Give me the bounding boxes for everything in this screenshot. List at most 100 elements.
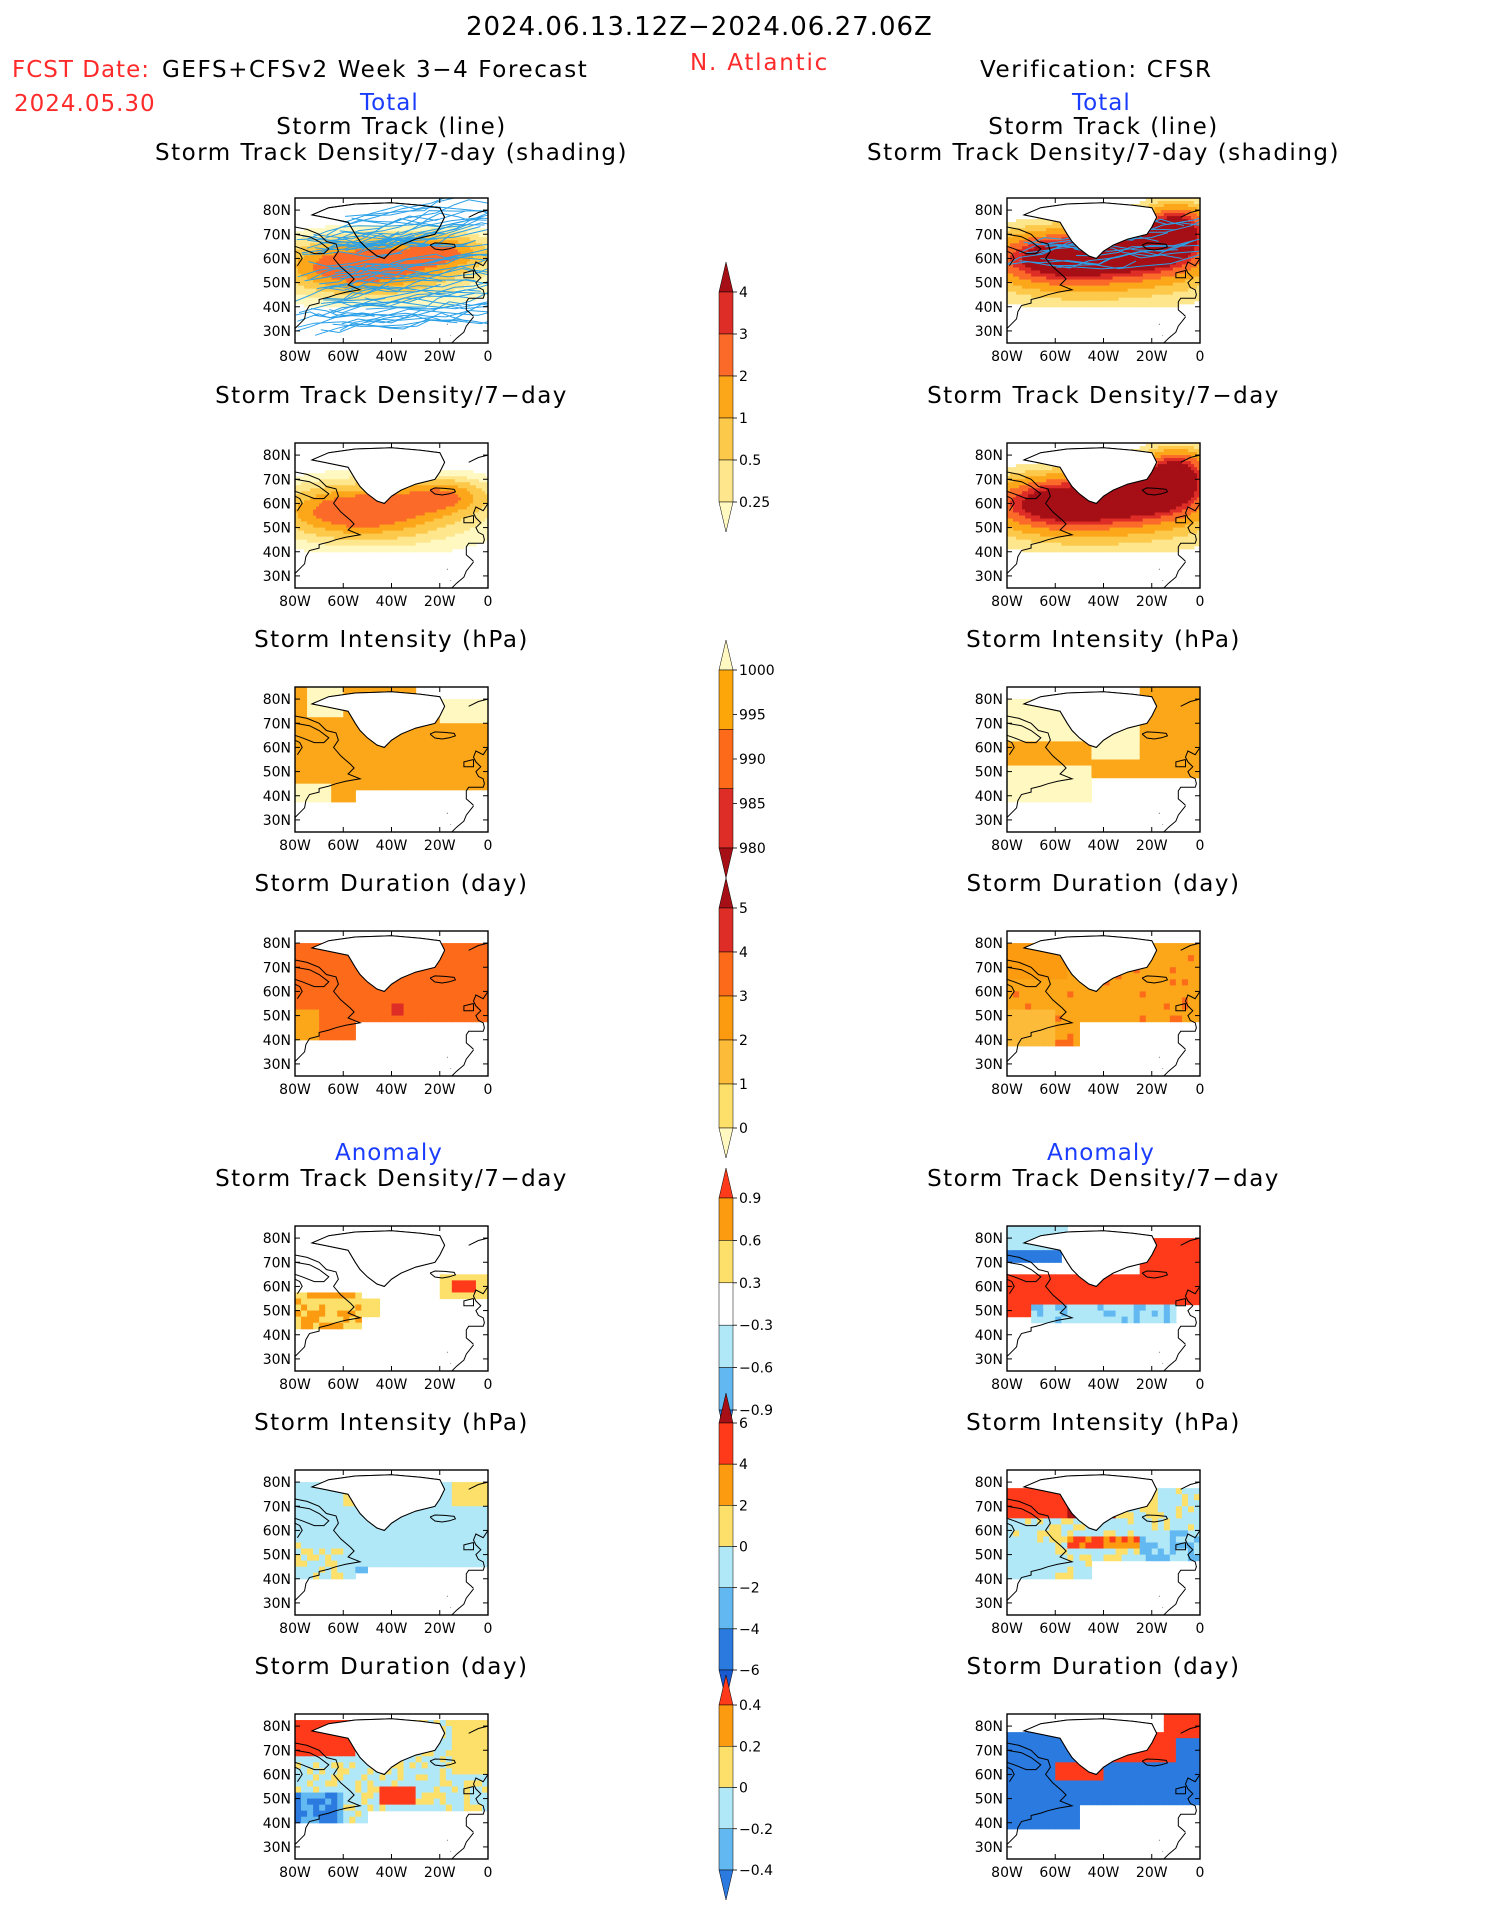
colorbar-segment xyxy=(718,1083,734,1129)
storm-track-line xyxy=(343,278,476,301)
lat-tick-label: 80N xyxy=(263,1231,291,1247)
colorbar-segment xyxy=(718,1422,734,1465)
coastline xyxy=(295,983,303,999)
lat-tick-label: 40N xyxy=(975,1033,1003,1049)
lat-tick-label: 80N xyxy=(263,936,291,952)
lat-tick-label: 80N xyxy=(263,1475,291,1491)
coastline xyxy=(451,561,474,588)
colorbar-tick-label: 2 xyxy=(739,1498,748,1514)
coastline xyxy=(1007,495,1015,511)
coastline xyxy=(1163,316,1186,343)
storm-track-line xyxy=(310,308,377,317)
coastline xyxy=(1007,226,1074,329)
coastline xyxy=(1141,731,1169,740)
coastline xyxy=(1007,478,1042,500)
coastline xyxy=(1177,1530,1200,1589)
storm-track-line xyxy=(1056,260,1137,270)
coastline xyxy=(1007,966,1042,988)
coastline xyxy=(295,1749,330,1771)
panel-title: Storm Duration (day) xyxy=(967,1654,1241,1680)
coastline xyxy=(465,991,488,1050)
lon-tick-label: 40W xyxy=(1088,1377,1120,1393)
colorbar-tick-label: −0.2 xyxy=(739,1822,773,1838)
coastline xyxy=(1175,1003,1186,1012)
colorbar-tick-label: −4 xyxy=(739,1622,760,1638)
coastline xyxy=(488,1265,522,1282)
lat-tick-label: 50N xyxy=(975,276,1003,292)
period-title: 2024.06.13.12Z−2024.06.27.06Z xyxy=(466,12,933,42)
storm-track-line xyxy=(324,251,403,258)
panel-title: Storm Intensity (hPa) xyxy=(966,1410,1241,1436)
colorbar-arrow-bottom xyxy=(718,847,734,879)
coastline xyxy=(1177,1774,1200,1833)
colorbar-tick-label: 4 xyxy=(739,285,748,301)
lat-tick-label: 70N xyxy=(975,1255,1003,1271)
lon-tick-label: 0 xyxy=(1196,1621,1205,1637)
lat-tick-label: 80N xyxy=(263,203,291,219)
lon-tick-label: 20W xyxy=(1136,1377,1168,1393)
greenland-landmass xyxy=(1022,935,1158,992)
map-field xyxy=(295,1474,488,1615)
coastline xyxy=(295,1766,303,1782)
fcst-date-value: 2024.05.30 xyxy=(14,91,156,117)
map-panel: 80N 70N 60N 50N 40N 30N 80W 60W 40W 20W 0 Storm Dur… xyxy=(255,1654,529,1881)
coastline xyxy=(1007,1749,1042,1771)
lat-tick-label: 70N xyxy=(975,960,1003,976)
coastline xyxy=(1163,1832,1186,1859)
panel-subtitle: Storm Track Density/7-day (shading) xyxy=(867,140,1340,166)
lat-tick-label: 40N xyxy=(975,1572,1003,1588)
lat-tick-label: 70N xyxy=(263,1743,291,1759)
coastline xyxy=(295,471,362,574)
coastline xyxy=(451,316,474,343)
lon-tick-label: 20W xyxy=(424,1621,456,1637)
lon-tick-label: 40W xyxy=(1088,1621,1120,1637)
colorbar-tick-label: 5 xyxy=(739,901,748,917)
greenland-landmass xyxy=(310,691,446,748)
coastline xyxy=(1177,991,1200,1050)
lat-tick-label: 30N xyxy=(975,569,1003,585)
storm-track-line xyxy=(361,267,488,285)
colorbar-segment xyxy=(718,729,734,789)
coastline xyxy=(429,731,457,740)
storm-track-line xyxy=(297,312,468,330)
panel-title: Storm Track Density/7−day xyxy=(215,1166,568,1192)
lat-tick-label: 30N xyxy=(263,1057,291,1073)
coastline xyxy=(465,1286,488,1345)
coastline xyxy=(295,959,362,1062)
greenland-landmass xyxy=(310,447,446,504)
panel-title: Storm Duration (day) xyxy=(255,1654,529,1680)
greenland-landmass xyxy=(310,202,446,259)
coastline xyxy=(1177,503,1200,562)
greenland-landmass xyxy=(1022,691,1158,748)
coastline xyxy=(463,515,474,524)
lat-tick-label: 50N xyxy=(975,521,1003,537)
colorbar-tick-label: 990 xyxy=(739,752,766,768)
coastline xyxy=(1007,715,1074,818)
storm-track-line xyxy=(337,212,488,241)
storm-track-line xyxy=(345,238,438,251)
coastline xyxy=(1200,1509,1234,1526)
lat-tick-label: 40N xyxy=(975,789,1003,805)
colorbar-tick-label: 1 xyxy=(739,1077,748,1093)
lat-tick-label: 30N xyxy=(975,1840,1003,1856)
coastline xyxy=(1163,1049,1186,1076)
colorbar-segment xyxy=(718,951,734,997)
coastline xyxy=(1007,1254,1074,1357)
lon-tick-label: 80W xyxy=(279,1621,311,1637)
lon-tick-label: 40W xyxy=(376,1621,408,1637)
total-label-right: Total xyxy=(1072,90,1131,116)
greenland-landmass xyxy=(310,1474,446,1531)
storm-track-line xyxy=(1049,253,1182,269)
colorbar-arrow-top xyxy=(718,877,734,909)
colorbar-segment xyxy=(718,417,734,461)
lon-tick-label: 0 xyxy=(1196,1865,1205,1881)
colorbar-tick-label: 2 xyxy=(739,369,748,385)
coastline xyxy=(1007,1766,1015,1782)
lat-tick-label: 70N xyxy=(263,716,291,732)
lat-tick-label: 80N xyxy=(263,692,291,708)
lat-tick-label: 50N xyxy=(263,521,291,537)
lon-tick-label: 60W xyxy=(1039,838,1071,854)
coastline xyxy=(1007,739,1015,755)
lon-tick-label: 0 xyxy=(484,1377,493,1393)
lon-tick-label: 0 xyxy=(484,838,493,854)
